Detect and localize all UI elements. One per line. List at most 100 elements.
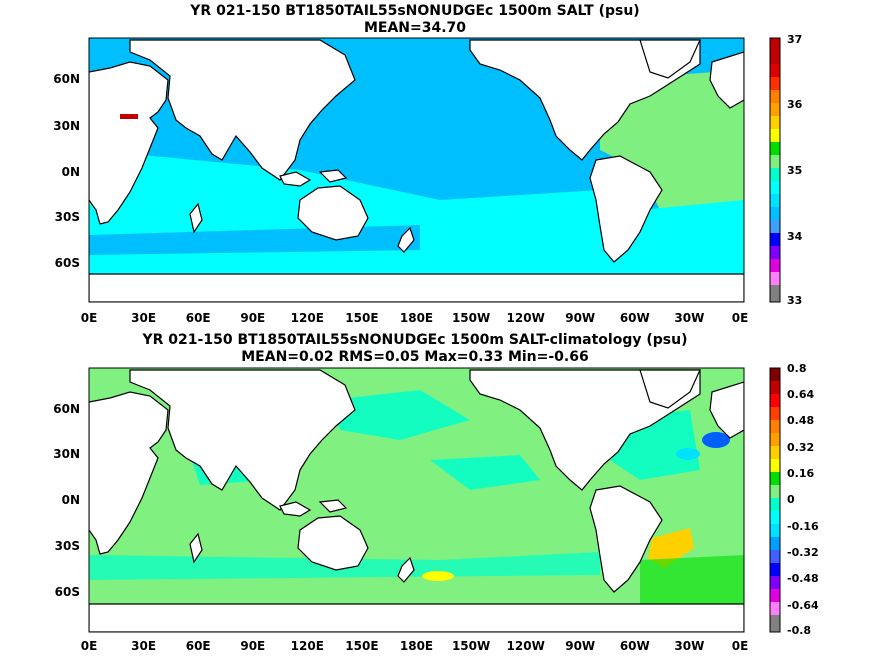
- colorbar-swatch: [770, 142, 780, 155]
- bottom-map-subtitle: MEAN=0.02 RMS=0.05 Max=0.33 Min=-0.66: [241, 349, 589, 365]
- colorbar-label: 0.48: [787, 414, 814, 427]
- bottom-y-axis: 60N 30N 0N 30S 60S: [53, 402, 80, 599]
- anomaly-patch: [640, 555, 744, 610]
- top-y-axis: 60N 30N 0N 30S 60S: [53, 72, 80, 270]
- y-tick: 0N: [62, 165, 80, 179]
- x-tick: 150W: [452, 639, 490, 653]
- colorbar-swatch: [770, 433, 780, 446]
- colorbar-label: 0: [787, 493, 795, 506]
- x-tick: 150W: [452, 311, 490, 325]
- colorbar-label: -0.16: [787, 520, 819, 533]
- colorbar-swatch: [770, 446, 780, 459]
- colorbar-swatch: [770, 524, 780, 537]
- y-tick: 30S: [55, 539, 80, 553]
- colorbar-label: 0.8: [787, 362, 807, 375]
- x-tick: 120W: [507, 639, 545, 653]
- negative-anomaly-spot: [702, 432, 730, 448]
- colorbar-swatch: [770, 168, 780, 181]
- top-map-subtitle: MEAN=34.70: [363, 20, 467, 36]
- colorbar-swatch: [770, 246, 780, 259]
- x-tick: 120E: [291, 639, 324, 653]
- colorbar-swatch: [770, 550, 780, 563]
- anomaly-patch: [430, 455, 540, 490]
- positive-anomaly-patch: [422, 571, 454, 581]
- colorbar-swatch: [770, 498, 780, 511]
- indian-ocean-fill: [130, 175, 300, 215]
- colorbar-frame: [769, 367, 781, 633]
- colorbar-swatch: [770, 103, 780, 116]
- anomaly-patch: [330, 390, 470, 440]
- colorbar-label: 0.16: [787, 467, 814, 480]
- bottom-colorbar: 0.8 0.64 0.48 0.32 0.16 0 -0.16 -0.32 -0…: [769, 362, 819, 637]
- mediterranean-high-salt: [120, 114, 138, 119]
- x-tick: 90W: [565, 639, 595, 653]
- south-atlantic-fill: [640, 200, 744, 274]
- y-tick: 30N: [53, 119, 80, 133]
- colorbar-swatch: [770, 194, 780, 207]
- x-tick: 60W: [620, 311, 650, 325]
- bottom-x-axis: 0E 30E 60E 90E 120E 150E 180E 150W 120W …: [81, 639, 749, 653]
- colorbar-label: 36: [787, 98, 803, 111]
- x-tick: 0E: [732, 311, 749, 325]
- x-tick: 180E: [400, 311, 433, 325]
- colorbar-swatch: [770, 615, 780, 632]
- x-tick: 0E: [81, 639, 98, 653]
- top-colorbar: 37 36 35 34 33: [769, 33, 803, 307]
- x-tick: 0E: [732, 639, 749, 653]
- x-tick: 90E: [240, 639, 265, 653]
- colorbar-label: -0.32: [787, 546, 819, 559]
- y-tick: 60N: [53, 402, 80, 416]
- colorbar-swatch: [770, 576, 780, 589]
- x-tick: 30E: [131, 311, 156, 325]
- colorbar-swatch: [770, 394, 780, 407]
- y-tick: 60S: [55, 585, 80, 599]
- colorbar-label: 0.32: [787, 441, 814, 454]
- colorbar-label: -0.48: [787, 572, 819, 585]
- colorbar-swatch: [770, 64, 780, 77]
- colorbar-label: 35: [787, 164, 802, 177]
- colorbar-swatch: [770, 459, 780, 472]
- x-tick: 30W: [674, 311, 704, 325]
- colorbar-swatch: [770, 116, 780, 129]
- colorbar-swatch: [770, 90, 780, 103]
- x-tick: 30E: [131, 639, 156, 653]
- top-map-title: YR 021-150 BT1850TAIL55sNONUDGEc 1500m S…: [190, 3, 640, 19]
- colorbar-swatch: [770, 485, 780, 498]
- colorbar-swatch: [770, 381, 780, 394]
- colorbar-swatch: [770, 472, 780, 485]
- x-tick: 30W: [674, 639, 704, 653]
- x-tick: 90E: [240, 311, 265, 325]
- colorbar-swatch: [770, 589, 780, 602]
- colorbar-swatch: [770, 129, 780, 142]
- colorbar-swatch: [770, 537, 780, 550]
- bottom-map: [89, 368, 744, 632]
- y-tick: 60N: [53, 72, 80, 86]
- colorbar-swatch: [770, 407, 780, 420]
- colorbar-swatch: [770, 420, 780, 433]
- colorbar-label: -0.64: [787, 599, 819, 612]
- colorbar-swatch: [770, 285, 780, 302]
- top-x-axis: 0E 30E 60E 90E 120E 150E 180E 150W 120W …: [81, 311, 749, 325]
- bottom-map-title: YR 021-150 BT1850TAIL55sNONUDGEc 1500m S…: [142, 332, 688, 348]
- atlantic-ocean-fill: [600, 70, 744, 215]
- negative-anomaly-spot: [676, 448, 700, 460]
- y-tick: 0N: [62, 493, 80, 507]
- colorbar-swatch: [770, 220, 780, 233]
- y-tick: 30S: [55, 210, 80, 224]
- colorbar-swatch: [770, 207, 780, 220]
- bottom-map-frame: [88, 367, 745, 633]
- x-tick: 180E: [400, 639, 433, 653]
- colorbar-swatch: [770, 368, 780, 381]
- x-tick: 120E: [291, 311, 324, 325]
- colorbar-swatch: [770, 38, 780, 64]
- colorbar-swatch: [770, 511, 780, 524]
- colorbar-label: 33: [787, 294, 802, 307]
- x-tick: 150E: [345, 639, 378, 653]
- colorbar-label: 0.64: [787, 388, 814, 401]
- positive-anomaly-patch: [648, 528, 694, 568]
- x-tick: 120W: [507, 311, 545, 325]
- colorbar-swatch: [770, 77, 780, 90]
- colorbar-swatch: [770, 233, 780, 246]
- colorbar-swatch: [770, 563, 780, 576]
